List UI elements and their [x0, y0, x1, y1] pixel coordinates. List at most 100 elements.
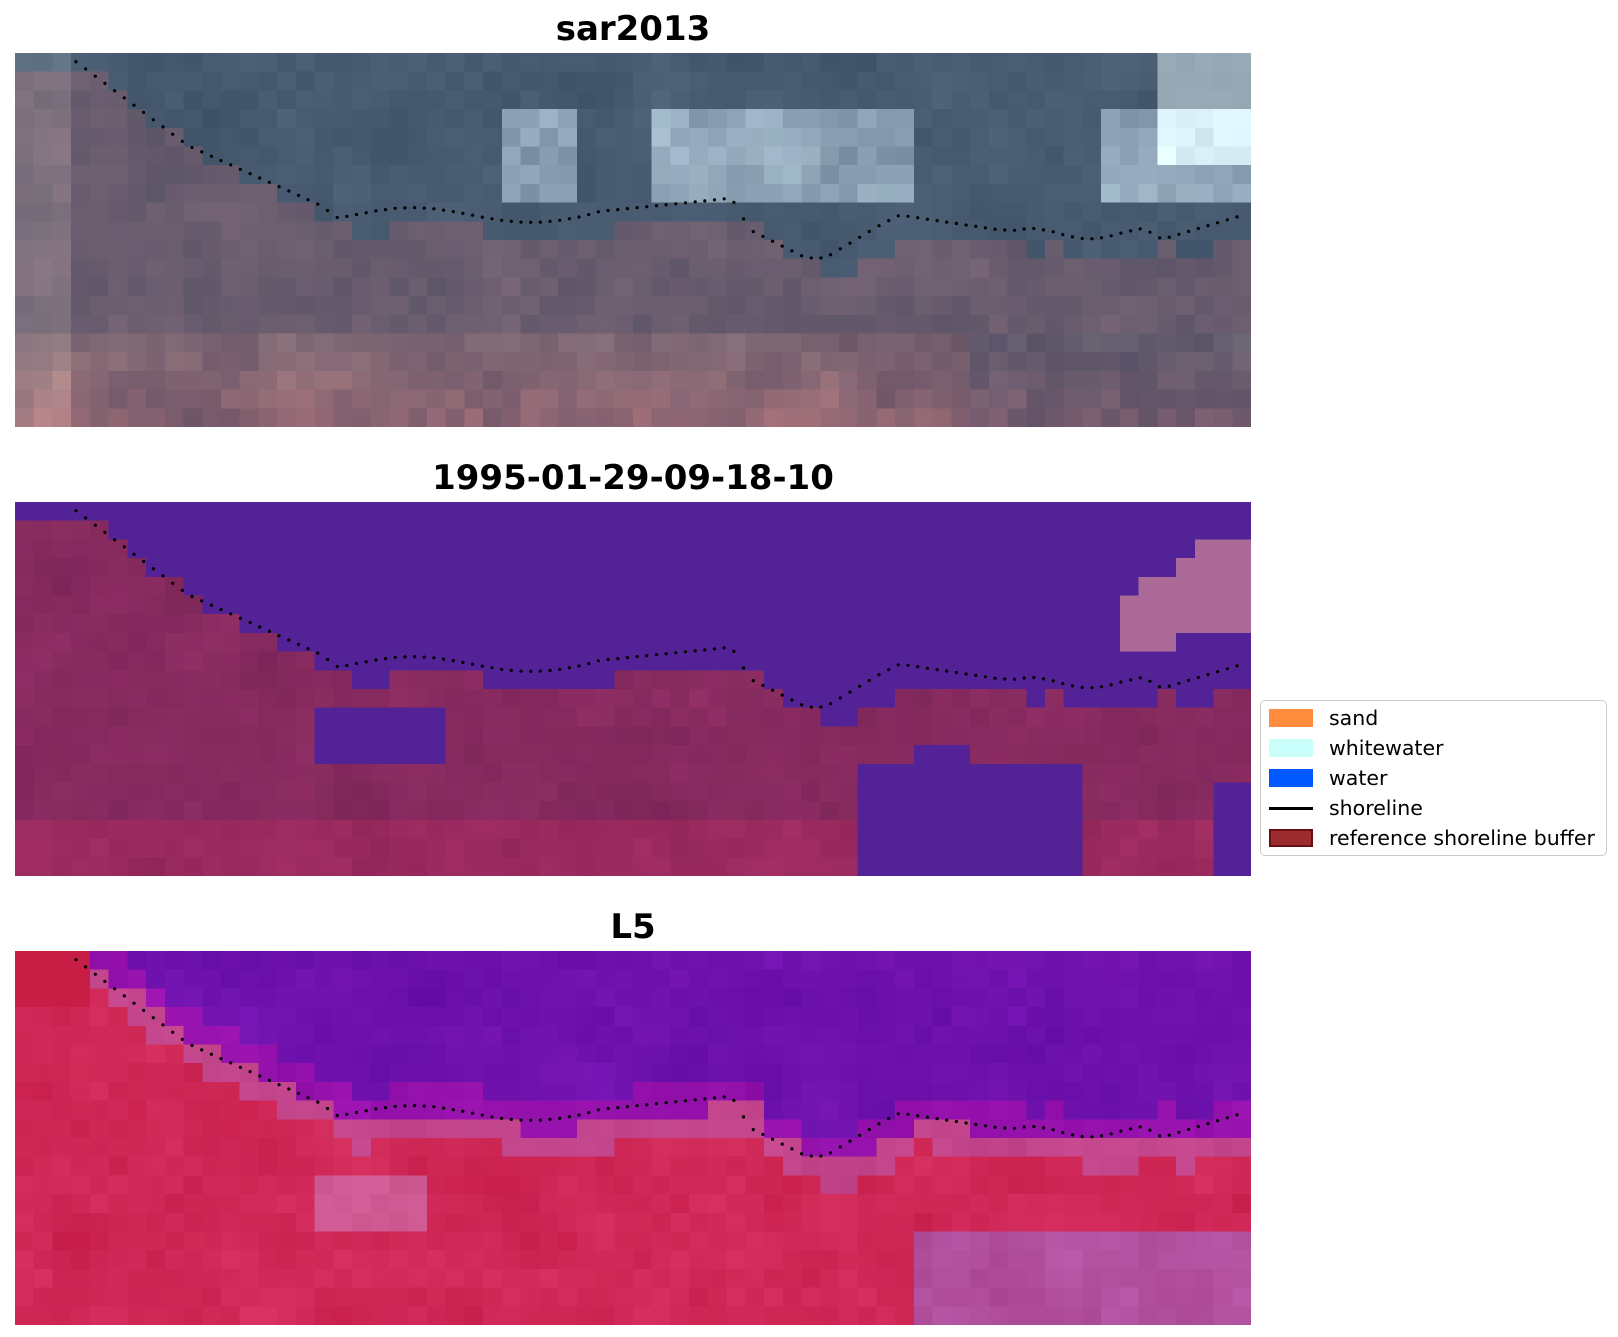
- shoreline-dot: [403, 655, 407, 659]
- shoreline-dot: [374, 1107, 378, 1111]
- shoreline-dot: [906, 214, 910, 218]
- legend-label-shoreline: shoreline: [1329, 796, 1423, 820]
- shoreline-dot: [916, 665, 920, 669]
- shoreline-dot: [722, 646, 726, 650]
- shoreline-dot: [122, 96, 126, 100]
- shoreline-dot: [354, 1110, 359, 1115]
- shoreline-dot: [1225, 1116, 1229, 1120]
- shoreline-dot: [935, 668, 939, 672]
- shoreline-dot: [500, 218, 504, 222]
- shoreline-dot: [200, 599, 204, 603]
- shoreline-dot: [142, 559, 146, 563]
- shoreline-dot: [413, 1104, 417, 1108]
- shoreline-dot: [432, 207, 436, 211]
- shoreline-dot: [93, 74, 97, 78]
- shoreline-dot: [712, 198, 717, 202]
- shoreline-dot: [519, 220, 523, 224]
- shoreline-dot: [1148, 230, 1152, 234]
- shoreline-dot: [296, 193, 301, 197]
- shoreline-dot: [780, 1142, 784, 1146]
- shoreline-dot: [1061, 682, 1065, 686]
- shoreline-dot: [1032, 226, 1036, 231]
- shoreline-dot: [587, 213, 591, 217]
- shoreline-dot: [258, 625, 262, 629]
- shoreline-dot: [693, 1098, 697, 1102]
- shoreline-dot: [200, 150, 204, 154]
- legend-item-reference-buffer: reference shoreline buffer: [1269, 823, 1595, 853]
- shoreline-dot: [122, 994, 126, 998]
- shoreline-dot: [345, 1112, 349, 1116]
- shoreline-dot: [974, 224, 978, 228]
- shoreline-dot: [432, 1105, 436, 1109]
- shoreline-dot: [132, 103, 136, 107]
- shoreline-dot: [500, 667, 504, 671]
- panel-title-classified: 1995-01-29-09-18-10: [432, 458, 834, 498]
- shoreline-dot: [974, 673, 978, 677]
- shoreline-dot: [925, 666, 930, 670]
- shoreline-dot: [1129, 678, 1133, 682]
- shoreline-dot: [374, 658, 378, 662]
- shoreline-dot: [471, 213, 475, 217]
- shoreline-dot: [451, 1108, 455, 1112]
- shoreline-dot: [180, 588, 184, 592]
- shoreline-dot: [887, 219, 891, 223]
- shoreline-dot: [471, 662, 475, 666]
- shoreline-dot: [683, 201, 688, 205]
- shoreline-dot: [858, 1133, 862, 1137]
- shoreline-dot: [693, 200, 697, 204]
- shoreline-dot: [267, 1078, 271, 1082]
- shoreline-dot: [829, 253, 833, 257]
- shoreline-dot: [180, 1037, 184, 1041]
- shoreline-dot: [354, 661, 359, 666]
- shoreline-dot: [1041, 1126, 1046, 1130]
- shoreline-dot: [925, 217, 930, 221]
- shoreline-overlay-rgb: [74, 60, 1239, 260]
- shoreline-dot: [364, 1109, 368, 1113]
- sand-swatch: [1269, 709, 1313, 727]
- shoreline-dot: [190, 145, 194, 150]
- shoreline-dot: [1003, 677, 1007, 681]
- shoreline-dot: [287, 638, 291, 642]
- shoreline-dot: [829, 1151, 833, 1155]
- legend-item-water: water: [1269, 763, 1387, 793]
- shoreline-dot: [1022, 676, 1026, 680]
- shoreline-dot: [393, 206, 397, 210]
- shoreline-dot: [258, 1074, 262, 1078]
- shoreline-dot: [558, 218, 562, 222]
- shoreline-dot: [1119, 1129, 1123, 1133]
- shoreline-dot: [1109, 1132, 1113, 1136]
- shoreline-dot: [403, 206, 407, 210]
- shoreline-dot: [258, 176, 262, 180]
- shoreline-dot: [84, 965, 88, 969]
- shoreline-dot: [732, 1098, 736, 1102]
- shoreline-dot: [606, 1106, 610, 1111]
- shoreline-dot: [1138, 676, 1142, 680]
- shoreline-dot: [180, 139, 184, 143]
- shoreline-dot: [422, 1104, 426, 1108]
- shoreline-dot: [403, 1104, 407, 1108]
- shoreline-dot: [451, 210, 455, 214]
- shoreline-dot: [548, 219, 552, 223]
- shoreline-dot: [393, 1104, 397, 1108]
- shoreline-dot: [1138, 227, 1142, 231]
- shoreline-dot: [267, 180, 271, 184]
- shoreline-dot: [703, 199, 707, 203]
- shoreline-line-sample: [1269, 806, 1313, 810]
- shoreline-dot: [848, 241, 852, 245]
- shoreline-dot: [1177, 232, 1181, 236]
- shoreline-dot: [722, 1095, 726, 1099]
- legend-label-reference-buffer: reference shoreline buffer: [1329, 826, 1595, 850]
- shoreline-dot: [567, 666, 572, 670]
- shoreline-dot: [113, 987, 117, 991]
- shoreline-dot: [190, 594, 194, 599]
- shoreline-dot: [867, 678, 871, 683]
- shoreline-dot: [635, 1104, 639, 1108]
- shoreline-dot: [1051, 679, 1055, 683]
- shoreline-dot: [712, 1096, 717, 1100]
- shoreline-dot: [741, 217, 746, 221]
- shoreline-dot: [993, 227, 997, 231]
- shoreline-dot: [383, 208, 388, 212]
- shoreline-dot: [771, 239, 775, 243]
- shoreline-dot: [548, 1117, 552, 1121]
- shoreline-dot: [896, 663, 900, 667]
